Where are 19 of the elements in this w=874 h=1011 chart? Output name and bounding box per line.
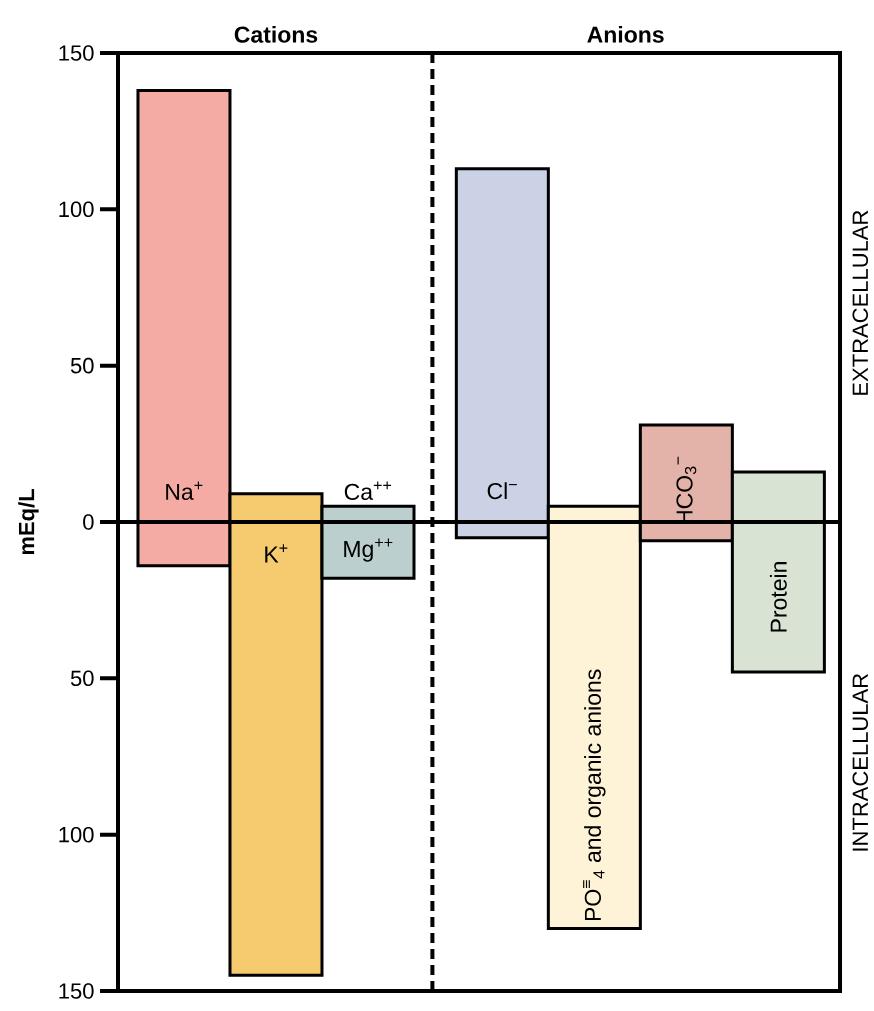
text: INTRACELLULAR bbox=[852, 673, 869, 851]
text: EXTRACELLULAR bbox=[852, 210, 869, 395]
y-tick-label: 50 bbox=[70, 357, 94, 374]
annotation: Mg$^{++}$ bbox=[344, 538, 393, 562]
text: Cations bbox=[234, 25, 318, 43]
x-tick-label: Protein bbox=[769, 562, 787, 632]
text: Anions bbox=[587, 25, 664, 43]
y-tick-label: 50 bbox=[70, 670, 94, 687]
y-tick-label: 0 bbox=[83, 514, 94, 530]
y-tick-label: 150 bbox=[59, 983, 94, 999]
x-tick-label: Cl$^{−}$ bbox=[487, 482, 517, 500]
x-tick-label: Na$^{+}$ bbox=[166, 481, 203, 500]
x-tick-label: Ca$^{++}$ bbox=[344, 481, 392, 500]
x-tick-label: K$^{+}$ bbox=[265, 544, 288, 563]
y-tick-label: 100 bbox=[59, 201, 94, 218]
y-axis-title: mEq/L bbox=[18, 489, 39, 555]
y-tick-label: 100 bbox=[59, 826, 94, 843]
x-tick-label: PO$^{≡}$$_{4}$ and organic anions bbox=[583, 669, 606, 921]
y-tick-label: 150 bbox=[59, 45, 94, 61]
